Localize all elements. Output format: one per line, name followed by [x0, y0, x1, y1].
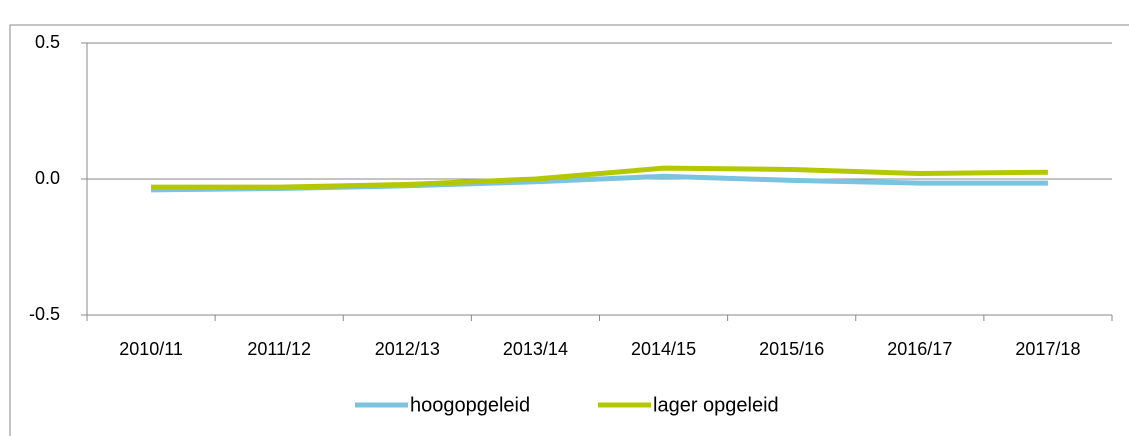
- x-tick-label: 2014/15: [631, 339, 696, 359]
- legend-label: lager opgeleid: [653, 394, 779, 416]
- x-tick-label: 2013/14: [503, 339, 568, 359]
- x-tick-label: 2015/16: [759, 339, 824, 359]
- x-tick-label: 2010/11: [119, 339, 183, 359]
- x-tick-label: 2012/13: [375, 339, 440, 359]
- x-tick-label: 2011/12: [247, 339, 311, 359]
- series-line: [151, 165, 1048, 190]
- y-tick-label: -0.5: [29, 304, 60, 324]
- y-tick-label: 0.0: [35, 168, 60, 188]
- x-tick-label: 2017/18: [1015, 339, 1080, 359]
- x-tick-label: 2016/17: [887, 339, 952, 359]
- y-tick-label: 0.5: [35, 32, 60, 52]
- legend-label: hoogopgeleid: [410, 394, 530, 416]
- chart-frame: [9, 24, 1129, 436]
